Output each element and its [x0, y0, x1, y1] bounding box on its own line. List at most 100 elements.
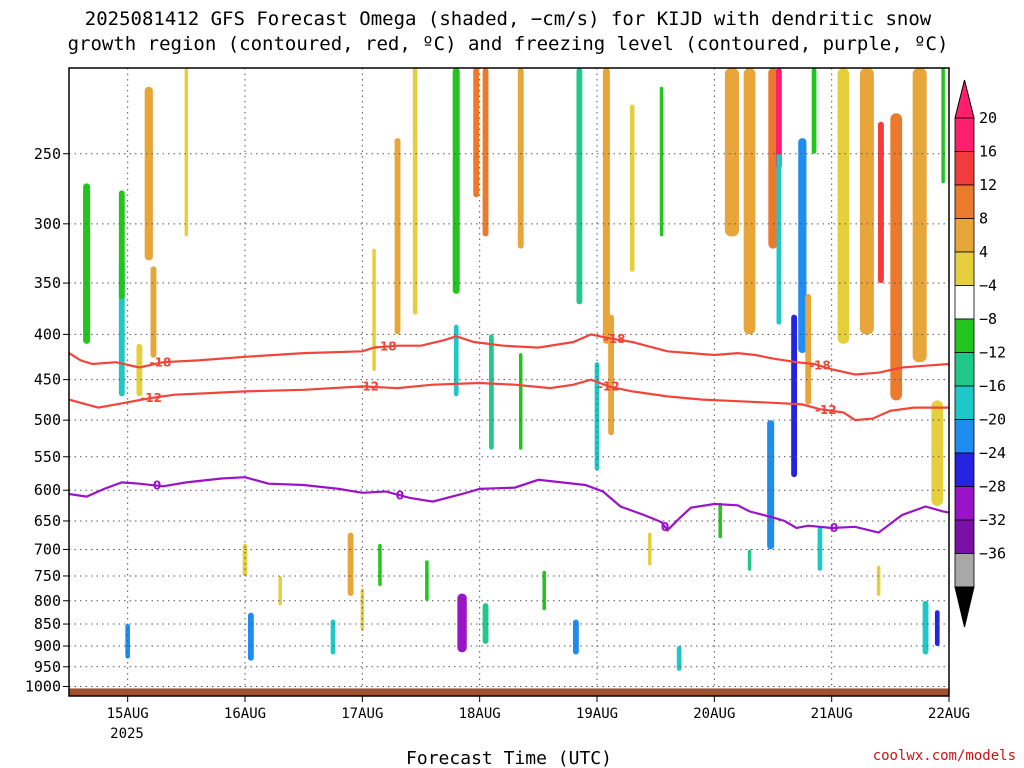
x-tick-label: 18AUG: [459, 706, 501, 722]
colorbar-label: −16: [979, 377, 1006, 395]
omega-cell: [453, 324, 459, 397]
contour-label-freezing_0: 0: [396, 488, 404, 502]
omega-cell: [629, 104, 635, 272]
y-tick-label: 800: [34, 592, 61, 610]
colorbar-label: −28: [979, 478, 1006, 496]
omega-cell: [372, 248, 376, 372]
plot-background: [69, 68, 949, 696]
y-tick-label: 850: [34, 615, 61, 633]
omega-cell: [378, 543, 382, 587]
x-tick-label: 21AUG: [811, 706, 853, 722]
colorbar-label: 16: [979, 143, 997, 161]
y-tick-label: 350: [34, 274, 61, 292]
omega-cell: [144, 86, 153, 261]
colorbar-label: −24: [979, 444, 1006, 462]
omega-colorbar: 20 16 12 8 4 −4 −8 −12 −16 −20 −24 −28 −32 −36: [954, 79, 1006, 628]
colorbar-segment: [954, 285, 975, 320]
colorbar-segment: [954, 519, 975, 554]
omega-cell: [912, 68, 927, 363]
colorbar-segment: [954, 553, 975, 588]
colorbar-label: 20: [979, 109, 997, 127]
colorbar-segment: [954, 452, 975, 487]
omega-cell: [425, 560, 429, 601]
y-tick-label: 600: [34, 481, 61, 499]
colorbar-label: −36: [979, 545, 1006, 563]
omega-cell: [330, 619, 336, 655]
omega-cell: [247, 612, 254, 661]
colorbar-segment: [954, 218, 975, 253]
omega-cell: [518, 353, 523, 450]
omega-cell: [608, 314, 615, 436]
omega-cell: [347, 532, 354, 596]
contour-label-freezing_0: 0: [661, 520, 669, 534]
x-axis-time: 15AUG 16AUG 17AUG 18AUG 19AUG 20AUG 21AUG 22AUG: [107, 696, 970, 722]
x-tick-label: 20AUG: [693, 706, 735, 722]
omega-cell: [482, 68, 489, 237]
omega-cell: [776, 153, 782, 325]
contour-label-dgz_minus18: -18: [150, 356, 172, 370]
contour-freezing_0: [68, 476, 950, 534]
chart-title-line-2: growth region (contoured, red, ºC) and f…: [68, 33, 949, 55]
colorbar-segment: [954, 251, 975, 286]
omega-cell: [394, 138, 401, 335]
contour-label-dgz_minus12: -12: [140, 391, 162, 405]
credit-link[interactable]: coolwx.com/models: [873, 748, 1016, 764]
omega-cell: [360, 588, 365, 631]
omega-cell: [791, 314, 798, 478]
omega-cell: [876, 565, 881, 596]
omega-cell: [278, 575, 282, 606]
omega-cell: [934, 610, 940, 647]
omega-cell: [676, 646, 682, 671]
y-tick-label: 1000: [25, 678, 61, 696]
colorbar-label: −12: [979, 344, 1006, 362]
omega-cell: [576, 68, 583, 305]
omega-cell: [890, 113, 903, 401]
colorbar-segment: [954, 419, 975, 454]
colorbar-segment: [954, 318, 975, 353]
omega-cell: [805, 293, 812, 405]
omega-cell: [594, 362, 600, 471]
y-tick-label: 950: [34, 658, 61, 676]
y-tick-label: 400: [34, 325, 61, 343]
omega-cell: [452, 68, 460, 294]
colorbar-segment: [954, 117, 975, 152]
x-tick-label: 16AUG: [224, 706, 266, 722]
omega-cell: [922, 600, 929, 655]
contour-label-dgz_minus18: -18: [809, 359, 831, 373]
y-tick-label: 450: [34, 371, 61, 389]
colorbar-segment: [954, 486, 975, 521]
contour-dgz_minus12: [68, 378, 949, 422]
x-tick-label: 22AUG: [928, 706, 970, 722]
year-label: 2025: [110, 726, 144, 742]
omega-cell: [482, 603, 489, 644]
omega-cell: [648, 532, 652, 566]
y-tick-label: 900: [34, 637, 61, 655]
omega-cell: [150, 266, 157, 358]
omega-shading: [83, 68, 945, 671]
omega-cell: [775, 68, 782, 169]
omega-cell: [602, 68, 610, 344]
x-tick-label: 19AUG: [576, 706, 618, 722]
contour-label-dgz_minus18: -18: [604, 332, 626, 346]
plot-area: -18 -18 -18 -18 -12 -12 -12 -12 0 0 0 0: [68, 67, 950, 697]
omega-cell: [542, 570, 546, 611]
colorbar-top-arrow: [954, 79, 975, 119]
omega-cell: [83, 183, 91, 344]
omega-cell: [118, 190, 125, 300]
omega-cell: [489, 334, 494, 450]
colorbar-segment: [954, 151, 975, 186]
colorbar-segment: [954, 352, 975, 387]
contour-label-dgz_minus12: -12: [598, 379, 620, 393]
colorbar-segment: [954, 184, 975, 219]
colorbar-bottom-arrow: [954, 586, 975, 628]
y-tick-label: 750: [34, 567, 61, 585]
omega-cell: [412, 68, 418, 315]
y-tick-label: 650: [34, 512, 61, 530]
omega-cell: [941, 68, 945, 184]
omega-cell: [859, 68, 874, 335]
omega-cell: [572, 619, 579, 655]
y-axis-pressure: 250 300 350 400 450 500 550 600 650 700 750 800 850 9…: [25, 145, 69, 696]
omega-cell: [743, 68, 756, 335]
ground-band: [69, 688, 949, 696]
omega-cell: [659, 86, 664, 237]
